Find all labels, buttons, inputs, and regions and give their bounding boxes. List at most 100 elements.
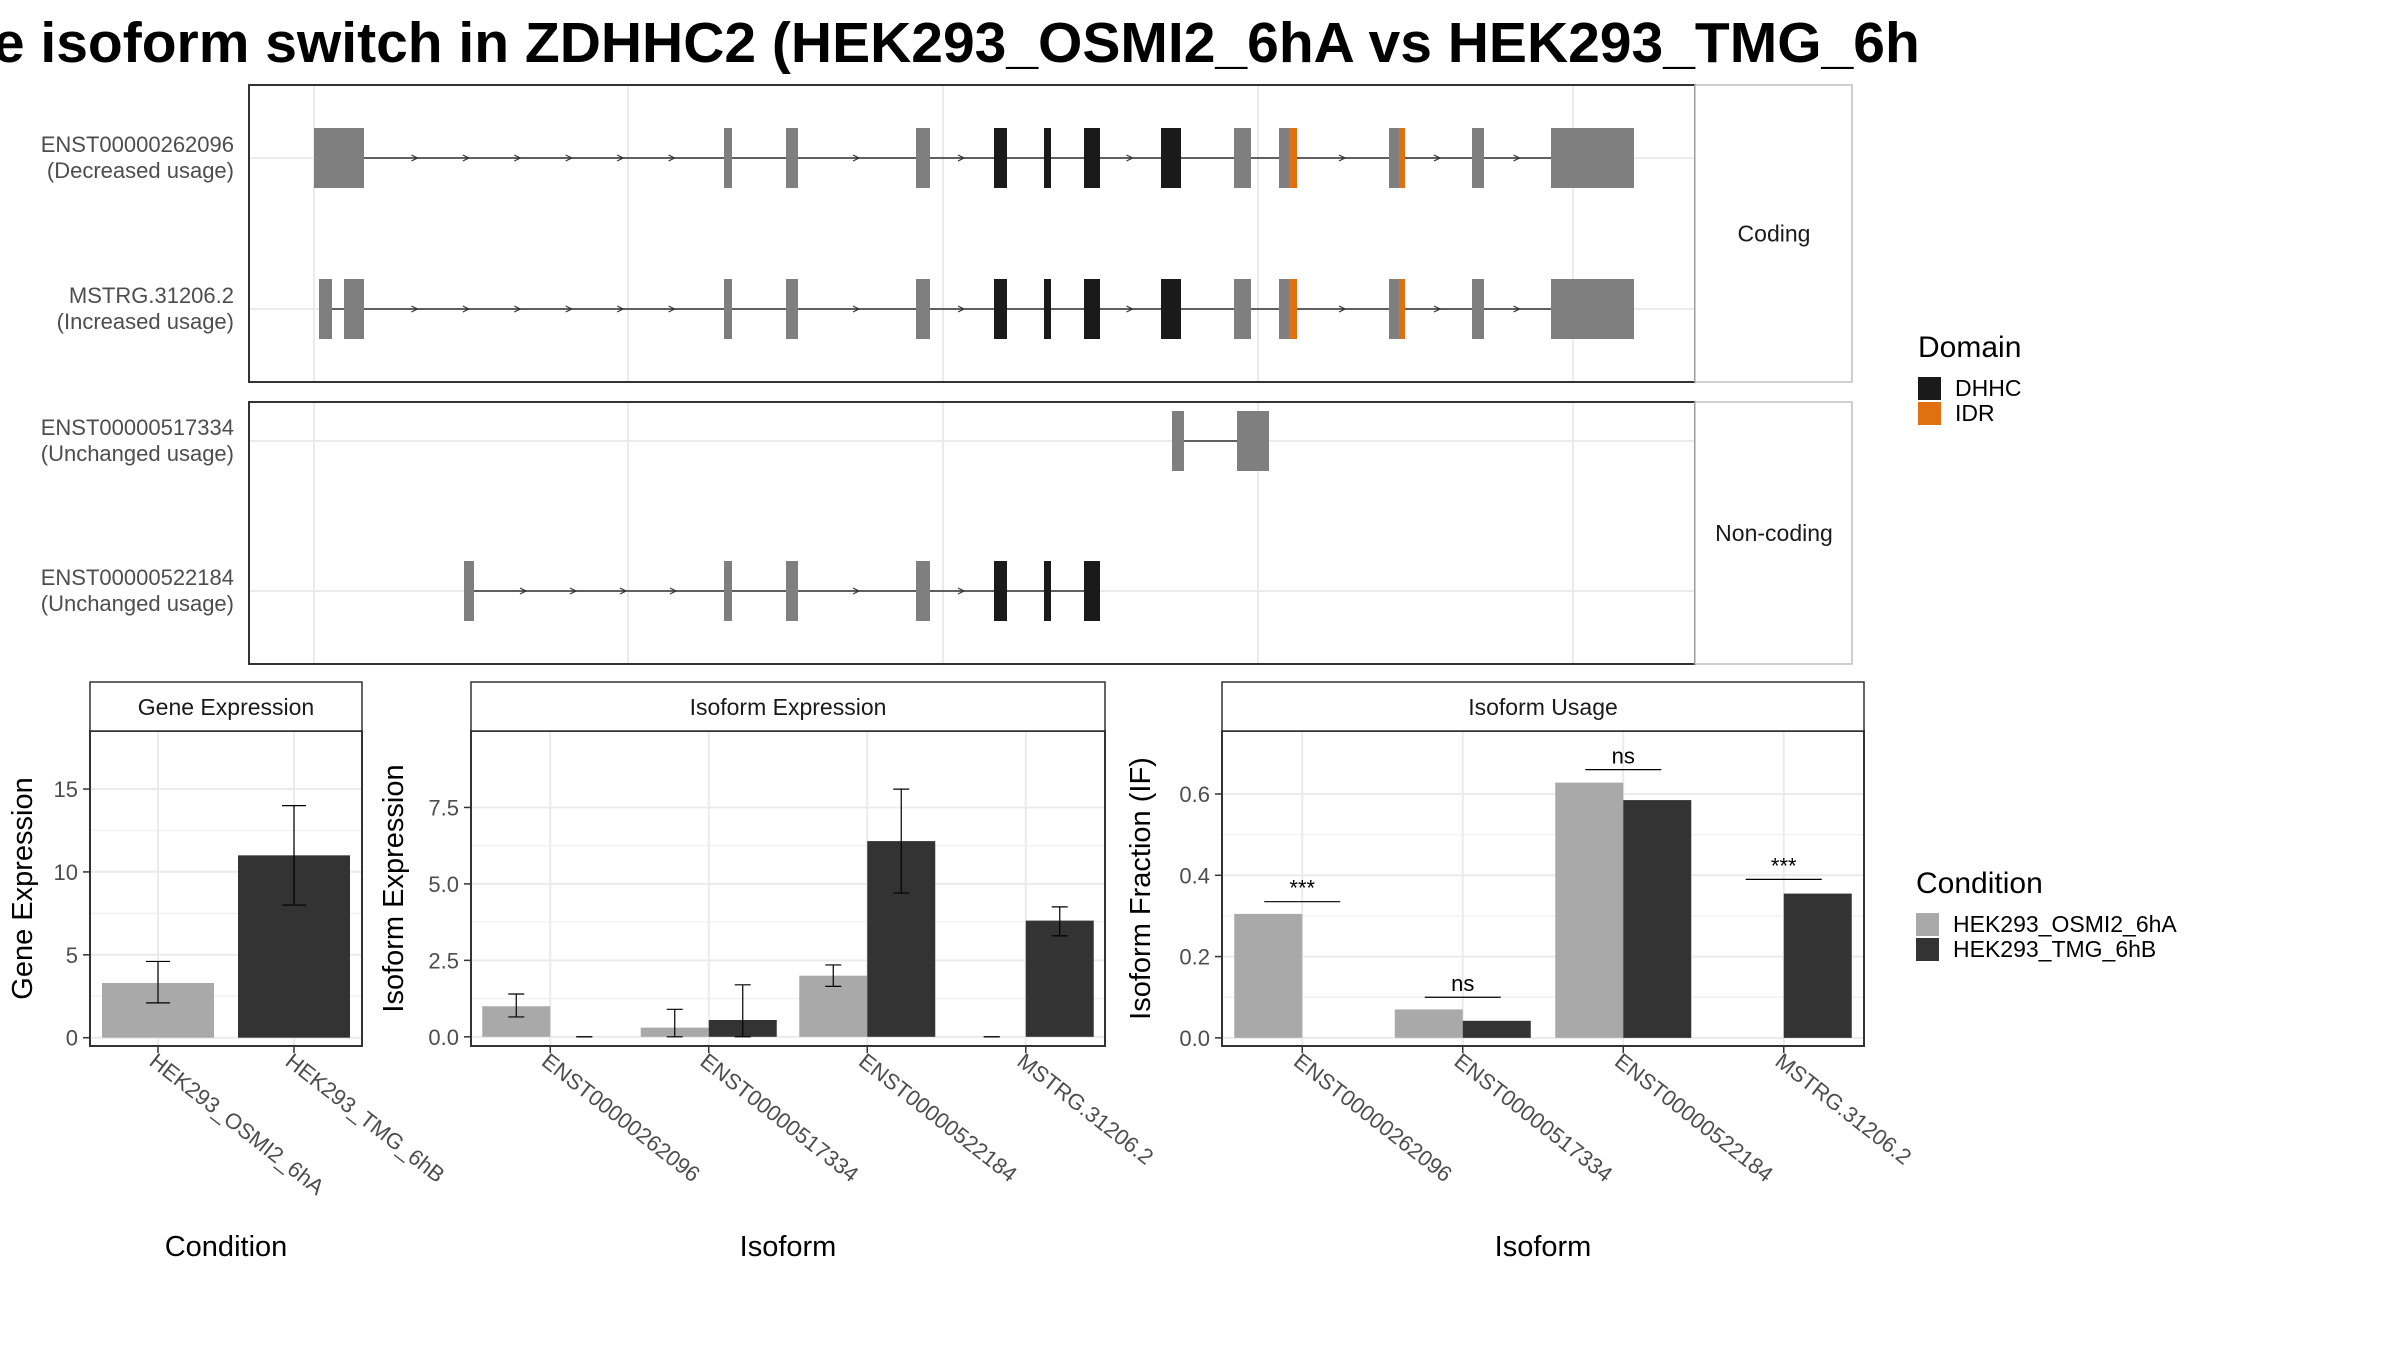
exon	[1279, 279, 1289, 339]
direction-arrow	[1513, 154, 1521, 162]
x-tick-label: ENST00000522184	[854, 1048, 1022, 1187]
y-tick-label: 15	[54, 777, 78, 802]
direction-arrow	[1338, 154, 1347, 162]
x-tick-label: MSTRG.31206.2	[1013, 1048, 1158, 1169]
exon	[724, 561, 732, 621]
significance-label: ***	[1289, 876, 1315, 901]
transcript-row: ENST00000517334(Unchanged usage)	[41, 411, 1269, 471]
y-tick-label: 0.0	[1179, 1026, 1210, 1051]
y-tick-label: 0.6	[1179, 782, 1210, 807]
bar	[1462, 1020, 1531, 1038]
exon	[1084, 561, 1100, 621]
exon	[786, 128, 798, 188]
exon	[1084, 128, 1100, 188]
direction-arrow	[852, 587, 861, 595]
legend-key	[1916, 913, 1939, 936]
y-axis-title: Isoform Fraction (IF)	[1125, 757, 1157, 1020]
transcript-usage-label: (Increased usage)	[57, 309, 234, 334]
y-tick-label: 2.5	[428, 948, 459, 973]
transcript-row: ENST00000262096(Decreased usage)	[41, 128, 1634, 188]
exon	[786, 279, 798, 339]
transcript-id-label: ENST00000517334	[41, 415, 234, 440]
y-tick-label: 10	[54, 860, 78, 885]
transcript-id-label: MSTRG.31206.2	[69, 283, 234, 308]
direction-arrow	[1433, 305, 1442, 313]
y-tick-label: 7.5	[428, 795, 459, 820]
y-axis-title: Isoform Expression	[378, 764, 410, 1012]
direction-arrow	[1338, 305, 1347, 313]
exon	[464, 561, 474, 621]
panel-background	[249, 85, 1695, 382]
direction-arrow	[462, 154, 471, 162]
y-tick-label: 5.0	[428, 872, 459, 897]
legend-key	[1918, 402, 1941, 425]
transcript-row: MSTRG.31206.2(Increased usage)	[57, 279, 1634, 339]
bar	[1783, 893, 1852, 1038]
direction-arrow	[668, 305, 676, 313]
exon	[994, 561, 1007, 621]
direction-arrow	[957, 587, 966, 595]
panel-strip-label: Coding	[1738, 221, 1811, 247]
x-axis-title: Isoform	[740, 1231, 837, 1263]
direction-arrow	[462, 305, 471, 313]
exon	[1472, 279, 1484, 339]
panel-strip	[470, 681, 1106, 732]
exon	[1389, 128, 1399, 188]
legend-key	[1916, 938, 1939, 961]
exon	[1389, 279, 1399, 339]
panel-strip-label: Gene Expression	[138, 694, 314, 720]
exon	[1234, 128, 1251, 188]
exon	[1551, 128, 1634, 188]
exon	[319, 279, 332, 339]
x-tick-label: ENST00000262096	[1289, 1048, 1457, 1187]
direction-arrow	[957, 154, 966, 162]
direction-arrow	[1513, 305, 1521, 313]
legend-label: HEK293_TMG_6hB	[1953, 936, 2156, 962]
legend-label: DHHC	[1955, 375, 2021, 401]
panel-strip	[1694, 401, 1853, 665]
direction-arrow	[519, 587, 528, 595]
x-axis-title: Isoform	[1495, 1231, 1592, 1263]
significance-label: ns	[1451, 971, 1474, 996]
x-tick-label: ENST00000517334	[696, 1048, 864, 1187]
significance-label: ***	[1771, 853, 1797, 878]
exon	[786, 561, 798, 621]
panel-strip-label: Non-coding	[1715, 520, 1833, 546]
x-tick-label: ENST00000262096	[537, 1048, 705, 1187]
y-tick-label: 0.4	[1179, 863, 1210, 888]
legend-label: IDR	[1955, 400, 1995, 426]
transcript-id-label: ENST00000522184	[41, 565, 234, 590]
panel-strip	[89, 681, 363, 732]
bar	[1394, 1009, 1463, 1038]
exon	[1084, 279, 1100, 339]
exon	[1172, 411, 1184, 471]
transcript-structure-panels: ENST00000262096(Decreased usage) MSTRG.31…	[41, 84, 1853, 665]
exon	[344, 279, 364, 339]
transcript-row: ENST00000522184(Unchanged usage)	[41, 561, 1100, 621]
exon	[994, 128, 1007, 188]
y-tick-label: 0.2	[1179, 945, 1210, 970]
direction-arrow	[619, 587, 628, 595]
panel-background	[249, 402, 1695, 664]
transcript-panel: ENST00000517334(Unchanged usage)ENST0000…	[41, 401, 1853, 665]
exon	[1161, 279, 1181, 339]
legend-label: HEK293_OSMI2_6hA	[1953, 911, 2177, 937]
bar-chart-panel: 0.0 2.5 5.0 7.5 Isoform Expression ENST000002…	[378, 681, 1158, 1263]
y-axis-title: Gene Expression	[7, 777, 39, 999]
transcript-usage-label: (Unchanged usage)	[41, 591, 234, 616]
panel-strip	[1221, 681, 1865, 732]
direction-arrow	[616, 305, 625, 313]
direction-arrow	[957, 305, 966, 313]
exon	[724, 279, 732, 339]
direction-arrow	[852, 305, 861, 313]
y-tick-label: 0.0	[428, 1025, 459, 1050]
direction-arrow	[1126, 305, 1134, 313]
exon	[1399, 279, 1405, 339]
exon	[1551, 279, 1634, 339]
exon	[1044, 279, 1051, 339]
exon	[314, 128, 364, 188]
